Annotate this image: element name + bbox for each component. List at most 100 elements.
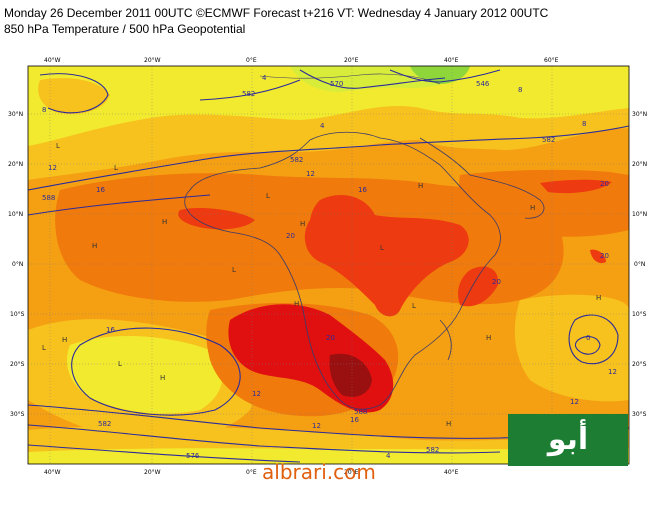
lat-label: 10°N — [8, 211, 23, 218]
high-center: H — [530, 204, 535, 212]
temp-label: 12 — [608, 368, 617, 376]
geopotential-label: 588 — [354, 408, 367, 416]
temp-label: 20 — [600, 180, 609, 188]
temp-label: 20 — [326, 334, 335, 342]
graticule — [28, 66, 629, 464]
temp-label: 12 — [306, 170, 315, 178]
low-center: L — [56, 142, 60, 150]
contour-low-indian-outer — [568, 314, 619, 365]
temp-label: 12 — [48, 164, 57, 172]
contour-high-south-atlantic — [71, 327, 241, 416]
geopotential-contours — [28, 69, 629, 463]
forecast-subtitle: 850 hPa Temperature / 500 hPa Geopotenti… — [4, 22, 246, 36]
lat-label: 30°N — [632, 111, 647, 118]
lon-label: 0°E — [246, 57, 257, 64]
geopotential-label: 582 — [98, 420, 111, 428]
high-center: H — [294, 300, 299, 308]
high-center: H — [160, 374, 165, 382]
lat-label: 0°N — [12, 261, 23, 268]
lon-label: 20°E — [344, 57, 359, 64]
temp-label: 8 — [582, 120, 586, 128]
temp-label: 20 — [492, 278, 501, 286]
lat-label: 20°S — [10, 361, 25, 368]
coastline-europe — [259, 73, 441, 85]
temperature-labels: 8 4 8 4 12 12 16 16 20 20 20 20 20 16 12… — [42, 74, 617, 460]
lon-label: 40°W — [44, 57, 61, 64]
low-center: L — [118, 360, 122, 368]
temp-label: 20 — [600, 252, 609, 260]
contour-582-europe — [199, 79, 301, 101]
geopotential-label: 546 — [476, 80, 490, 88]
temp-label: 16 — [358, 186, 367, 194]
geopotential-label: 588 — [42, 194, 55, 202]
field-red-indian — [590, 249, 606, 264]
geopotential-label: 570 — [330, 80, 343, 88]
geopotential-label: 582 — [242, 90, 255, 98]
longitude-labels: 40°W 20°W 0°E 20°E 40°E 60°E 40°W 20°W 0… — [44, 57, 559, 476]
temp-label: 20 — [286, 232, 295, 240]
lat-label: 20°S — [632, 361, 647, 368]
low-center: L — [266, 192, 270, 200]
temp-label: 4 — [320, 122, 325, 130]
contour-582-north — [28, 125, 629, 191]
temperature-field — [28, 66, 629, 464]
lat-label: 10°N — [632, 211, 647, 218]
site-watermark: albrari.com — [262, 460, 376, 484]
contour-576 — [28, 424, 501, 454]
geopotential-label: 582 — [426, 446, 439, 454]
contour-low-indian — [574, 336, 601, 355]
field-red-arabia — [540, 179, 612, 194]
temp-label: 16 — [96, 186, 105, 194]
latitude-labels: 30°N 20°N 10°N 0°N 10°S 20°S 30°S 30°N 2… — [8, 111, 647, 418]
lat-label: 20°N — [632, 161, 647, 168]
high-center: H — [92, 242, 97, 250]
geopotential-label: 576 — [186, 452, 200, 460]
field-red-east-africa — [458, 266, 499, 307]
field-light-orange-atlantic — [38, 78, 110, 115]
field-dark-red-kalahari — [329, 353, 372, 397]
temp-label: 12 — [252, 390, 261, 398]
lon-label: 40°W — [44, 469, 61, 476]
contour-546 — [389, 69, 501, 83]
temp-label: 0 — [586, 334, 590, 342]
temp-label: 16 — [350, 416, 359, 424]
map-frame — [27, 65, 630, 465]
high-center: H — [486, 334, 491, 342]
field-red-central-africa — [304, 195, 469, 317]
temp-label: 8 — [42, 106, 46, 114]
low-center: L — [380, 244, 384, 252]
field-yellow-south — [28, 448, 629, 464]
lat-label: 30°S — [10, 411, 25, 418]
field-light-orange-indian — [514, 294, 629, 402]
contour-588-west — [28, 194, 211, 216]
lon-label: 20°W — [144, 57, 161, 64]
lon-label: 20°W — [144, 469, 161, 476]
lat-label: 30°N — [8, 111, 23, 118]
contour-low-atlantic — [39, 73, 109, 114]
lon-label: 20°E — [344, 469, 359, 476]
high-center: H — [62, 336, 67, 344]
temp-label: 4 — [386, 452, 391, 460]
high-center: H — [418, 182, 423, 190]
lat-label: 10°S — [10, 311, 25, 318]
lon-label: 0°E — [246, 469, 257, 476]
lat-label: 30°S — [632, 411, 647, 418]
low-center: L — [42, 344, 46, 352]
low-center: L — [232, 266, 236, 274]
geopotential-label: 582 — [290, 156, 303, 164]
coastline-madagascar — [439, 319, 452, 361]
high-center: H — [446, 420, 451, 428]
high-center: H — [300, 220, 305, 228]
high-center: H — [162, 218, 167, 226]
pressure-centers: L L L L L L L L H H H H H H H H H H H — [42, 142, 601, 428]
temp-label: 12 — [312, 422, 321, 430]
forecast-title: Monday 26 December 2011 00UTC ©ECMWF For… — [4, 6, 549, 20]
lon-label: 40°E — [444, 57, 459, 64]
low-center: L — [114, 164, 118, 172]
contour-570-south — [28, 444, 301, 463]
lat-label: 10°S — [632, 311, 647, 318]
lat-label: 20°N — [8, 161, 23, 168]
temp-label: 16 — [106, 326, 115, 334]
coastline-africa — [184, 131, 501, 410]
temp-label: 12 — [570, 398, 579, 406]
